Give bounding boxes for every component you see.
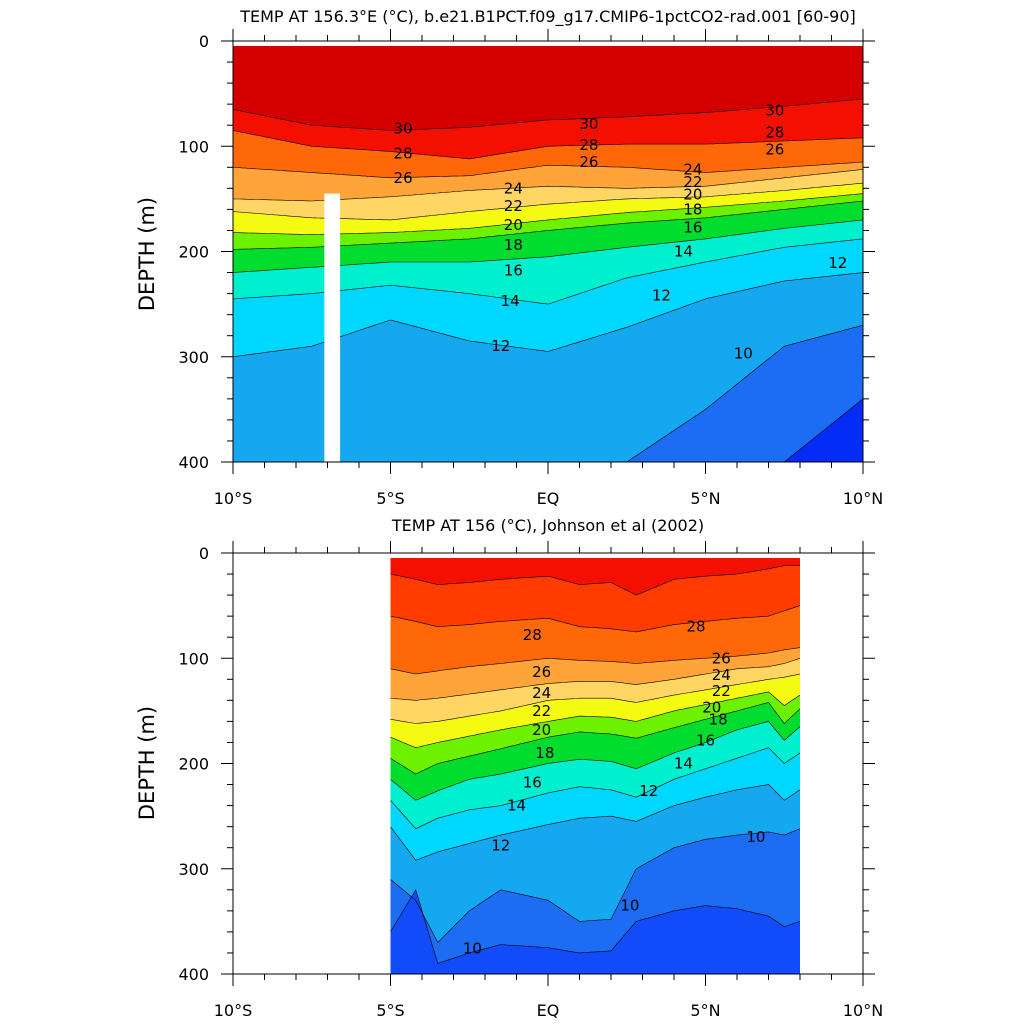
contour-label: 10	[746, 828, 765, 846]
contour-label: 10	[734, 345, 753, 363]
contour-label: 24	[712, 666, 731, 684]
x-tick-label: 5°N	[690, 1001, 720, 1020]
contour-label: 26	[579, 153, 598, 171]
contour-label: 28	[765, 124, 784, 142]
isotherm-line	[390, 721, 800, 801]
isotherm-line	[390, 747, 800, 830]
isotherm-line	[390, 565, 800, 596]
contour-label: 24	[683, 160, 702, 178]
contour-label: 22	[532, 702, 551, 720]
contour-label: 10	[463, 940, 482, 958]
contour-label: 16	[504, 261, 523, 279]
isotherm-band	[390, 889, 800, 974]
contour-label: 16	[696, 731, 715, 749]
y-tick-label: 200	[178, 755, 209, 774]
contour-label: 28	[687, 618, 706, 636]
contour-label: 16	[523, 773, 542, 791]
isotherm-line	[233, 130, 863, 160]
x-tick-label: 10°N	[843, 489, 883, 508]
isotherm-band	[391, 974, 801, 979]
isotherm-line	[390, 658, 800, 701]
contour-label: 18	[709, 710, 728, 728]
contour-label: 12	[491, 837, 510, 855]
contour-label: 26	[712, 649, 731, 667]
contour-label: 14	[674, 755, 693, 773]
plot-area-bottom: 28 28262422201816141226242220181614121010…	[178, 541, 883, 1020]
contour-label: 10	[620, 897, 639, 915]
isotherm-line	[390, 702, 800, 775]
contour-label: 26	[394, 169, 413, 187]
contour-label: 12	[828, 254, 847, 272]
isotherm-line	[390, 828, 800, 943]
contour-label: 22	[712, 682, 731, 700]
x-tick-label: EQ	[537, 1001, 560, 1020]
isotherm-line	[233, 324, 863, 462]
contour-label: 18	[535, 744, 554, 762]
isotherm-line	[390, 647, 800, 675]
contour-label: 20	[504, 216, 523, 234]
isotherm-line	[390, 673, 800, 724]
contour-label: 14	[507, 797, 526, 815]
y-tick-label: 100	[178, 137, 209, 156]
contour-label: 14	[674, 243, 693, 261]
isotherm-line	[390, 605, 800, 633]
isotherm-band	[233, 398, 863, 462]
isotherm-line	[390, 691, 800, 749]
contour-label: 30	[579, 115, 598, 133]
contour-label: 12	[652, 287, 671, 305]
x-tick-label: EQ	[537, 489, 560, 508]
temperature-fill	[233, 46, 863, 462]
contour-label: 24	[532, 684, 551, 702]
contour-label: 30	[765, 101, 784, 119]
contour-label: 26	[532, 663, 551, 681]
panel-top: TEMP AT 156.3°E (°C), b.e21.B1PCT.f09_g1…	[135, 7, 883, 508]
plot-area-top: 3028263028263028262422201816141224222018…	[178, 29, 883, 508]
panel-bottom: TEMP AT 156 (°C), Johnson et al (2002) D…	[135, 516, 883, 1020]
contour-label: 14	[501, 292, 520, 310]
contour-label: 20	[532, 721, 551, 739]
contour-label: 12	[639, 782, 658, 800]
y-tick-label: 300	[178, 860, 209, 879]
contour-label: 22	[504, 197, 523, 215]
missing-data-column	[324, 193, 341, 463]
y-tick-label: 300	[178, 348, 209, 367]
isotherm-line	[390, 784, 800, 861]
contour-label: 28	[523, 626, 542, 644]
contour-label: 18	[683, 200, 702, 218]
temperature-fill	[390, 558, 801, 979]
contour-label: 16	[683, 218, 702, 236]
isotherm-line	[233, 161, 863, 179]
x-tick-label: 5°S	[376, 1001, 404, 1020]
y-tick-label: 400	[178, 453, 209, 472]
isotherm-line	[390, 889, 800, 964]
contour-label: 20	[683, 186, 702, 204]
contour-label: 26	[765, 140, 784, 158]
isotherm-band	[233, 325, 863, 462]
panel-top-ylabel: DEPTH (m)	[135, 197, 159, 311]
contour-label: 28	[394, 145, 413, 163]
x-tick-label: 10°S	[214, 489, 253, 508]
contour-label: 28	[579, 136, 598, 154]
panel-top-title: TEMP AT 156.3°E (°C), b.e21.B1PCT.f09_g1…	[239, 7, 856, 27]
y-tick-label: 100	[178, 649, 209, 668]
y-tick-label: 0	[199, 544, 209, 563]
contour-label: 24	[504, 179, 523, 197]
isotherm-line	[233, 98, 863, 131]
panel-bottom-ylabel: DEPTH (m)	[135, 706, 159, 820]
y-tick-label: 200	[178, 243, 209, 262]
x-tick-label: 5°N	[690, 489, 720, 508]
contour-label: 22	[683, 173, 702, 191]
y-tick-label: 0	[199, 32, 209, 51]
y-tick-label: 400	[178, 965, 209, 984]
x-tick-label: 10°N	[843, 1001, 883, 1020]
contour-label: 20	[702, 699, 721, 717]
contour-label: 30	[394, 119, 413, 137]
x-tick-label: 5°S	[376, 489, 404, 508]
x-tick-label: 10°S	[214, 1001, 253, 1020]
panel-bottom-title: TEMP AT 156 (°C), Johnson et al (2002)	[391, 516, 704, 535]
contour-label: 18	[504, 236, 523, 254]
contour-label: 12	[491, 337, 510, 355]
